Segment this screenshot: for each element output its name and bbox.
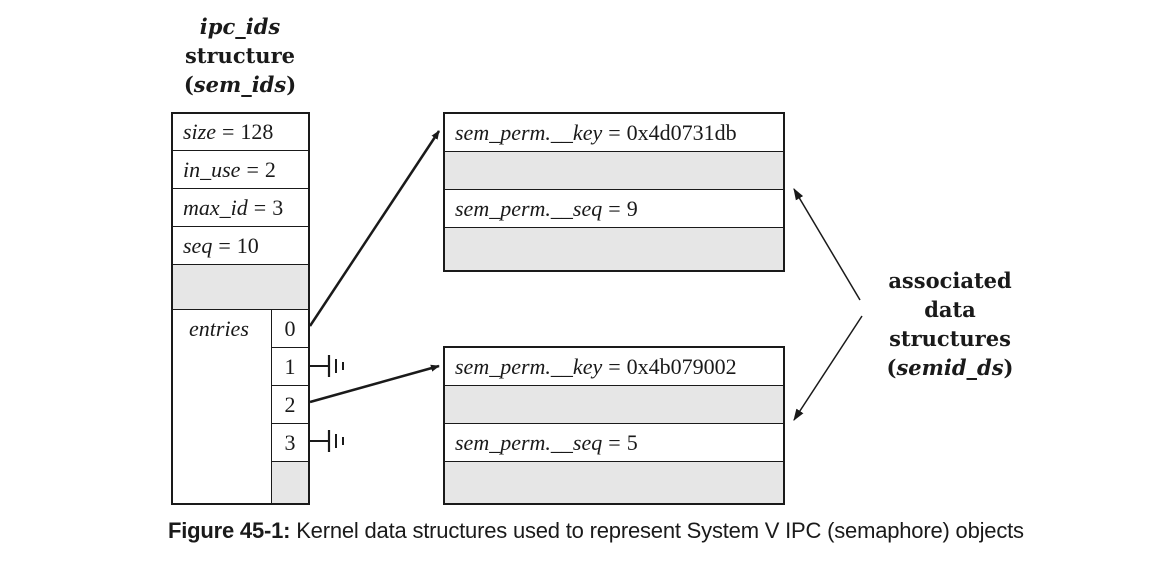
equals-sign: = [218,232,231,258]
ipc-ids-title-word: structure [184,43,296,68]
equals-sign: = [608,353,621,379]
paren-close: ) [1003,355,1014,380]
field-name: in_use [183,156,241,182]
entry-cell-pad [271,462,308,503]
equals-sign: = [222,119,235,144]
arrow-entry2-to-bottom [309,364,440,404]
caption-text: Kernel data structures used to represent… [290,518,1024,543]
seq-value: 9 [626,195,638,221]
ground-icon [310,355,344,377]
bottom-key-row: sem_perm.__key = 0x4b079002 [445,348,783,386]
field-in-use: in_use = 2 [173,151,308,189]
figure-caption: Figure 45-1: Kernel data structures used… [168,518,1024,544]
top-key-row: sem_perm.__key = 0x4d0731db [445,114,783,152]
seq-name: sem_perm.__seq [455,429,603,455]
assoc-line-1: associated data [888,268,1012,322]
key-value: 0x4b079002 [626,353,737,379]
bottom-seq-row: sem_perm.__seq = 5 [445,424,783,462]
semid-ds-top-box: sem_perm.__key = 0x4d0731db sem_perm.__seq… [443,112,785,272]
ipc-ids-title-name: ipc_ids [199,14,281,39]
field-name: max_id [183,194,248,220]
ipc-ids-title: ipc_ids structure (sem_ids) [160,12,320,99]
entry-cell-0: 0 [271,310,308,348]
top-seq-row: sem_perm.__seq = 9 [445,190,783,228]
paren-open: ( [886,355,897,380]
bottom-gray-row-1 [445,386,783,424]
assoc-line-3-name: semid_ds [896,355,1004,380]
field-value: 128 [240,119,274,144]
top-gray-row-1 [445,152,783,190]
equals-sign: = [608,195,621,221]
seq-name: sem_perm.__seq [455,195,603,221]
field-size: size = 128 [173,114,308,151]
entry-cell-3: 3 [271,424,308,462]
field-gray-pad [173,265,308,310]
arrow-label-to-bottom [793,315,863,422]
assoc-line-2: structures [889,326,1011,351]
bottom-gray-row-2 [445,462,783,503]
assoc-label: associated data structures (semid_ds) [860,266,1040,382]
field-seq: seq = 10 [173,227,308,265]
arrow-label-to-top [793,187,861,301]
equals-sign: = [608,429,621,455]
ground-icon [310,430,344,452]
caption-label: Figure 45-1: [168,518,291,543]
ipc-ids-title-sub: sem_ids [193,72,287,97]
arrow-entry0-to-top [308,130,441,327]
field-value: 10 [236,232,259,258]
semid-ds-bottom-box: sem_perm.__key = 0x4b079002 sem_perm.__seq… [443,346,785,505]
field-value: 2 [264,156,276,182]
entry-cell-1: 1 [271,348,308,386]
key-name: sem_perm.__key [455,119,603,145]
paren-close: ) [286,72,297,97]
entry-cell-2: 2 [271,386,308,424]
equals-sign: = [253,194,267,220]
equals-sign: = [608,119,621,145]
equals-sign: = [246,156,259,182]
key-value: 0x4d0731db [626,119,737,145]
paren-open: ( [183,72,194,97]
field-name: seq [183,232,213,258]
field-name: size [183,119,216,144]
entries-label: entries [189,316,249,341]
seq-value: 5 [626,429,638,455]
top-gray-row-2 [445,228,783,270]
ipc-ids-box: size = 128 in_use = 2 max_id = 3 seq = 10 entrie… [171,112,310,505]
field-max-id: max_id = 3 [173,189,308,227]
field-value: 3 [272,194,284,220]
key-name: sem_perm.__key [455,353,603,379]
